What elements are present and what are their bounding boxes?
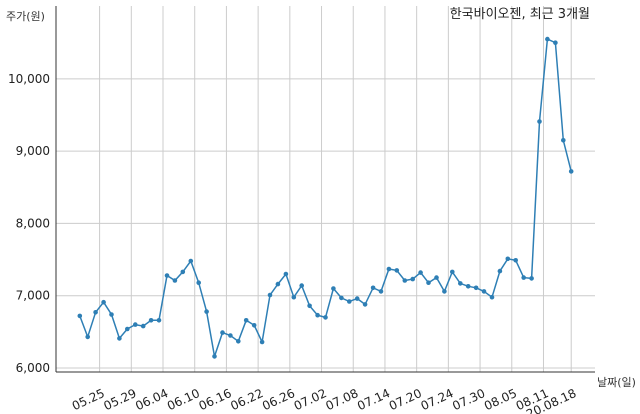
- data-point: [497, 268, 503, 274]
- data-point: [267, 292, 273, 298]
- data-point: [505, 256, 511, 262]
- data-point: [243, 318, 249, 323]
- data-point: [434, 275, 439, 280]
- data-point: [513, 258, 518, 263]
- data-point: [473, 285, 479, 291]
- y-tick-label: 10,000: [8, 72, 50, 86]
- data-point: [370, 285, 376, 291]
- data-point: [204, 309, 209, 314]
- y-axis-label: 주가(원): [6, 10, 45, 23]
- data-point: [109, 312, 114, 317]
- data-point: [410, 276, 416, 282]
- data-point: [489, 294, 495, 300]
- data-point: [553, 40, 558, 45]
- data-point: [450, 269, 455, 275]
- data-point: [188, 258, 194, 264]
- data-point: [386, 266, 392, 272]
- data-point: [521, 275, 526, 280]
- data-point: [291, 294, 297, 300]
- data-point: [347, 299, 352, 304]
- data-point: [228, 333, 233, 338]
- data-point: [283, 271, 289, 277]
- data-point: [212, 354, 217, 359]
- data-point: [458, 281, 463, 286]
- data-point: [196, 280, 201, 286]
- grid: [56, 6, 595, 372]
- data-point: [331, 286, 336, 291]
- data-point: [251, 323, 257, 328]
- data-point: [418, 270, 423, 275]
- series-line: [79, 37, 572, 357]
- data-point: [568, 169, 574, 174]
- data-point: [362, 302, 368, 307]
- axes: [55, 6, 595, 373]
- data-point: [339, 295, 344, 301]
- data-point: [259, 339, 265, 345]
- data-point: [133, 322, 138, 327]
- chart-title: 한국바이오젠, 최근 3개월: [450, 7, 590, 22]
- data-point: [378, 289, 384, 294]
- data-point: [402, 278, 408, 283]
- data-point: [299, 283, 305, 288]
- data-point: [93, 310, 98, 315]
- data-point: [561, 138, 566, 143]
- data-point: [275, 281, 281, 287]
- data-point: [465, 284, 471, 289]
- y-tick-label: 7,000: [16, 289, 50, 303]
- data-point: [537, 119, 542, 124]
- data-point: [442, 289, 447, 294]
- data-point: [164, 273, 170, 278]
- data-point: [529, 276, 534, 281]
- data-point: [77, 313, 83, 319]
- data-point: [172, 278, 178, 283]
- y-tick-label: 8,000: [16, 216, 50, 230]
- data-point: [180, 269, 186, 275]
- data-point: [481, 289, 487, 294]
- data-point: [394, 268, 400, 273]
- data-point: [101, 299, 106, 305]
- data-point: [323, 315, 328, 320]
- data-point: [236, 339, 241, 344]
- data-point: [220, 330, 225, 335]
- y-tick-label: 6,000: [16, 361, 50, 375]
- data-point: [140, 323, 146, 329]
- tick-labels: 6,0007,0008,0009,00010,00005.2505.2906.0…: [8, 72, 578, 414]
- data-point: [426, 280, 431, 286]
- y-tick-label: 9,000: [16, 144, 50, 158]
- series: [77, 36, 574, 359]
- data-point: [85, 334, 90, 340]
- data-point: [148, 318, 154, 323]
- data-point: [156, 318, 162, 323]
- data-point: [315, 312, 320, 318]
- x-axis-label: 날짜(일): [597, 375, 636, 389]
- data-point: [545, 36, 550, 42]
- data-point: [125, 326, 130, 332]
- data-point: [354, 296, 360, 301]
- data-point: [117, 336, 122, 341]
- data-point: [307, 303, 312, 309]
